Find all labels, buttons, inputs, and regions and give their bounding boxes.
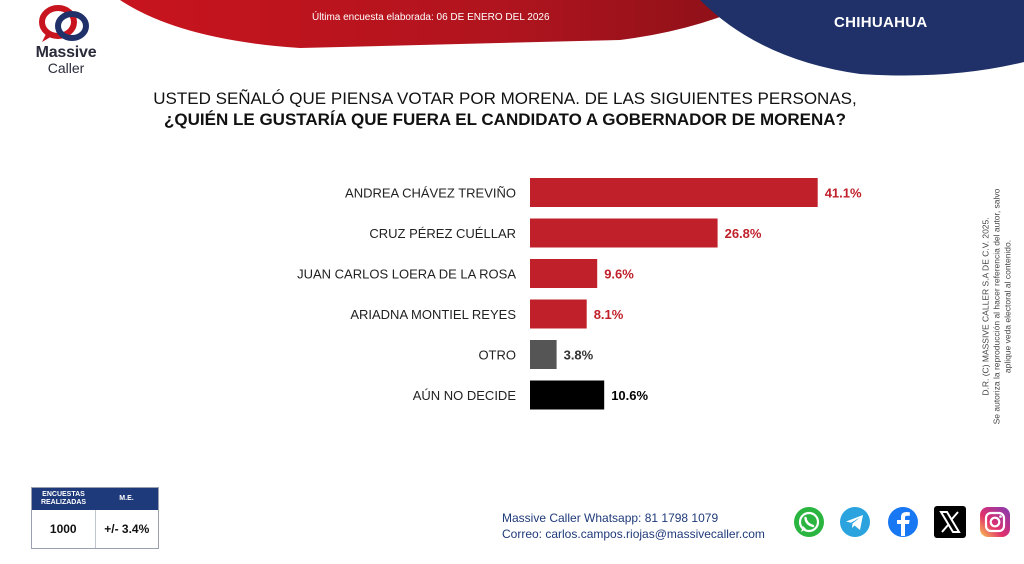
header-red-band <box>120 0 760 48</box>
massive-caller-logo: Massive Caller <box>28 4 104 78</box>
logo-icon <box>39 5 89 42</box>
value-label: 26.8% <box>725 226 762 241</box>
copyright-notice: D.R. (C) MASSIVE CALLER S.A DE C.V. 2025… <box>981 182 1014 432</box>
telegram-icon[interactable] <box>838 505 872 539</box>
value-label: 41.1% <box>825 186 862 201</box>
region-title: CHIHUAHUA <box>834 14 928 31</box>
copyright-line1: D.R. (C) MASSIVE CALLER S.A DE C.V. 2025… <box>980 217 991 396</box>
header-navy-band <box>700 0 1024 76</box>
survey-date: Última encuesta elaborada: 06 DE ENERO D… <box>312 12 550 23</box>
surveys-header: ENCUESTAS REALIZADAS <box>40 491 87 506</box>
category-label: CRUZ PÉREZ CUÉLLAR <box>369 226 516 241</box>
bar <box>530 380 605 410</box>
whatsapp-icon[interactable] <box>792 505 826 539</box>
category-label: AÚN NO DECIDE <box>413 388 517 403</box>
value-label: 3.8% <box>564 348 594 363</box>
margin-header: M.E. <box>119 495 134 502</box>
contact-whatsapp[interactable]: Massive Caller Whatsapp: 81 1798 1079 <box>502 511 719 525</box>
bar <box>530 178 818 207</box>
stats-box: ENCUESTAS REALIZADAS M.E. 1000 +/- 3.4% <box>31 487 159 549</box>
bar <box>530 259 598 288</box>
value-label: 9.6% <box>604 267 634 282</box>
value-label: 10.6% <box>611 388 648 403</box>
facebook-icon[interactable] <box>886 505 920 539</box>
header-banner <box>120 0 1024 76</box>
surveys-value: 1000 <box>32 510 96 548</box>
contact-email[interactable]: Correo: carlos.campos.riojas@massivecall… <box>502 527 765 541</box>
bar <box>530 340 557 369</box>
margin-value: +/- 3.4% <box>104 522 150 536</box>
x-icon[interactable] <box>933 505 967 539</box>
question-line2: ¿QUIÉN LE GUSTARÍA QUE FUERA EL CANDIDAT… <box>164 110 846 129</box>
instagram-icon[interactable] <box>978 505 1012 539</box>
value-label: 8.1% <box>594 307 624 322</box>
bar <box>530 299 587 329</box>
question-line1: USTED SEÑALÓ QUE PIENSA VOTAR POR MORENA… <box>153 89 857 108</box>
brand-line2: Caller <box>47 60 85 76</box>
copyright-line2: Se autoriza la reproducción al hacer ref… <box>991 188 1013 425</box>
category-label: ANDREA CHÁVEZ TREVIÑO <box>345 186 516 201</box>
bar <box>530 218 718 248</box>
category-label: OTRO <box>478 348 516 363</box>
category-label: ARIADNA MONTIEL REYES <box>350 307 516 322</box>
brand-line1: Massive <box>35 44 97 61</box>
category-label: JUAN CARLOS LOERA DE LA ROSA <box>297 267 516 282</box>
